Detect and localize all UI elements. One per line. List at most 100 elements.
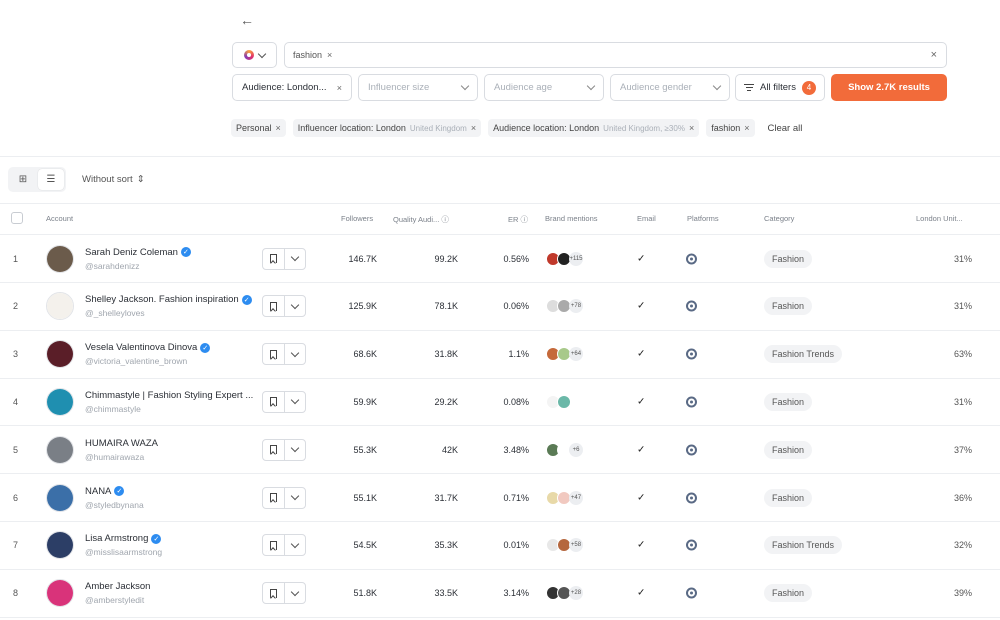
grid-view-icon[interactable]: ⊞ — [18, 174, 28, 185]
chevron-down-icon — [257, 49, 267, 58]
info-icon: ⓘ — [520, 215, 529, 224]
account-info[interactable]: Chimmastyle | Fashion Styling Expert ...… — [85, 390, 253, 414]
brand-mentions[interactable]: +47 — [546, 490, 583, 505]
more-options-button[interactable] — [285, 488, 306, 508]
table-row[interactable]: 3 Vesela Valentinova Dinova ✓ @victoria_v… — [0, 331, 1000, 379]
account-name[interactable]: Chimmastyle | Fashion Styling Expert ... — [85, 389, 254, 401]
mentions-count: +78 — [569, 299, 583, 314]
col-london[interactable]: London Unit... — [916, 214, 963, 223]
col-quality-audience[interactable]: Quality Audi... ⓘ — [393, 214, 449, 225]
more-options-button[interactable] — [285, 296, 306, 316]
account-info[interactable]: Lisa Armstrong ✓ @misslisaarmstrong — [85, 533, 162, 557]
show-results-button[interactable]: Show 2.7K results — [831, 74, 947, 101]
account-info[interactable]: Shelley Jackson. Fashion inspiration ✓ @_… — [85, 294, 252, 318]
all-filters-button[interactable]: All filters 4 — [735, 74, 825, 101]
remove-chip-icon[interactable]: × — [470, 123, 477, 133]
brand-mentions[interactable]: +6 — [546, 442, 583, 457]
avatar[interactable] — [46, 579, 74, 608]
clear-all-button[interactable]: Clear all — [767, 122, 803, 134]
chevron-down-icon — [290, 443, 299, 453]
back-arrow-icon[interactable]: ← — [240, 12, 254, 28]
account-name[interactable]: HUMAIRA WAZA — [85, 437, 159, 449]
brand-mentions[interactable]: +64 — [546, 347, 583, 362]
more-options-button[interactable] — [285, 535, 306, 555]
chevron-down-icon — [290, 300, 299, 310]
quality-audience-value: 31.7K — [434, 492, 458, 503]
table-row[interactable]: 8 Amber Jackson @amberstyledit 51.8K 33.… — [0, 570, 1000, 618]
avatar[interactable] — [46, 483, 74, 512]
more-options-button[interactable] — [285, 249, 306, 269]
avatar[interactable] — [46, 244, 74, 273]
influencer-size-filter[interactable]: Influencer size — [358, 74, 478, 101]
account-info[interactable]: NANA ✓ @styledbynana — [85, 486, 144, 510]
audience-filter[interactable]: Audience: London... × — [232, 74, 352, 101]
avatar[interactable] — [46, 292, 74, 321]
brand-mentions[interactable]: +115 — [546, 251, 583, 266]
more-options-button[interactable] — [285, 392, 306, 412]
row-actions — [262, 534, 306, 557]
audience-age-filter[interactable]: Audience age — [484, 74, 604, 101]
bookmark-button[interactable] — [263, 296, 285, 317]
er-value: 0.71% — [503, 492, 529, 503]
bookmark-button[interactable] — [263, 391, 285, 412]
table-row[interactable]: 6 NANA ✓ @styledbynana 55.1K 31.7K 0.71% … — [0, 474, 1000, 522]
remove-chip-icon[interactable]: × — [688, 123, 695, 133]
search-input[interactable]: fashion × × — [284, 42, 947, 68]
quality-audience-value: 29.2K — [434, 396, 458, 407]
account-name[interactable]: Vesela Valentinova Dinova — [85, 342, 198, 354]
account-name[interactable]: Lisa Armstrong — [85, 533, 149, 545]
row-actions — [262, 343, 306, 366]
avatar[interactable] — [46, 435, 74, 464]
bookmark-button[interactable] — [263, 344, 285, 365]
col-followers[interactable]: Followers — [341, 214, 374, 223]
more-options-button[interactable] — [285, 344, 306, 364]
brand-mentions[interactable]: +78 — [546, 299, 583, 314]
select-all-checkbox[interactable] — [11, 212, 23, 224]
brand-mentions[interactable]: +28 — [546, 586, 583, 601]
account-name[interactable]: NANA — [85, 485, 112, 497]
chevron-down-icon — [290, 491, 299, 501]
table-row[interactable]: 2 Shelley Jackson. Fashion inspiration ✓ … — [0, 283, 1000, 331]
col-er[interactable]: ER ⓘ — [508, 214, 528, 225]
account-info[interactable]: HUMAIRA WAZA @humairawaza — [85, 438, 158, 462]
bookmark-button[interactable] — [263, 248, 285, 269]
category-badge: Fashion — [764, 440, 813, 459]
account-info[interactable]: Vesela Valentinova Dinova ✓ @victoria_val… — [85, 342, 211, 366]
clear-search-icon[interactable]: × — [930, 49, 937, 61]
more-options-button[interactable] — [285, 440, 306, 460]
table-row[interactable]: 5 HUMAIRA WAZA @humairawaza 55.3K 42K 3.… — [0, 426, 1000, 475]
audience-gender-filter[interactable]: Audience gender — [610, 74, 730, 101]
platform-select[interactable] — [232, 42, 277, 68]
quality-audience-value: 35.3K — [434, 540, 458, 551]
bookmark-button[interactable] — [263, 439, 285, 460]
account-info[interactable]: Amber Jackson @amberstyledit — [85, 581, 150, 605]
account-name[interactable]: Sarah Deniz Coleman — [85, 246, 178, 258]
bookmark-icon — [269, 397, 277, 407]
bookmark-button[interactable] — [263, 535, 285, 556]
remove-audience-filter-icon[interactable]: × — [336, 82, 342, 93]
avatar[interactable] — [46, 531, 74, 560]
table-row[interactable]: 7 Lisa Armstrong ✓ @misslisaarmstrong 54.… — [0, 522, 1000, 570]
remove-chip-icon[interactable]: × — [275, 123, 281, 133]
bookmark-button[interactable] — [263, 583, 285, 604]
bookmark-button[interactable] — [263, 487, 285, 508]
row-index: 1 — [13, 253, 19, 264]
more-options-button[interactable] — [285, 583, 306, 603]
london-percentage: 31% — [953, 253, 972, 264]
brand-mentions[interactable]: +58 — [546, 538, 583, 553]
remove-chip-icon[interactable]: × — [744, 123, 750, 133]
filter-chip: fashion × — [706, 119, 755, 137]
table-row[interactable]: 1 Sarah Deniz Coleman ✓ @sarahdenizz 146.… — [0, 235, 1000, 283]
remove-keyword-icon[interactable]: × — [327, 50, 333, 60]
avatar[interactable] — [46, 340, 74, 369]
brand-mentions[interactable] — [546, 394, 571, 409]
verified-icon: ✓ — [114, 486, 125, 496]
sort-select[interactable]: Without sort ⇕ — [82, 174, 145, 185]
chevron-down-icon — [290, 396, 299, 405]
avatar[interactable] — [46, 387, 74, 416]
account-info[interactable]: Sarah Deniz Coleman ✓ @sarahdenizz — [85, 247, 191, 271]
account-name[interactable]: Amber Jackson — [85, 581, 151, 593]
table-row[interactable]: 4 Chimmastyle | Fashion Styling Expert .… — [0, 378, 1000, 427]
account-name[interactable]: Shelley Jackson. Fashion inspiration — [85, 294, 239, 306]
list-view-icon[interactable]: ☰ — [38, 169, 64, 190]
